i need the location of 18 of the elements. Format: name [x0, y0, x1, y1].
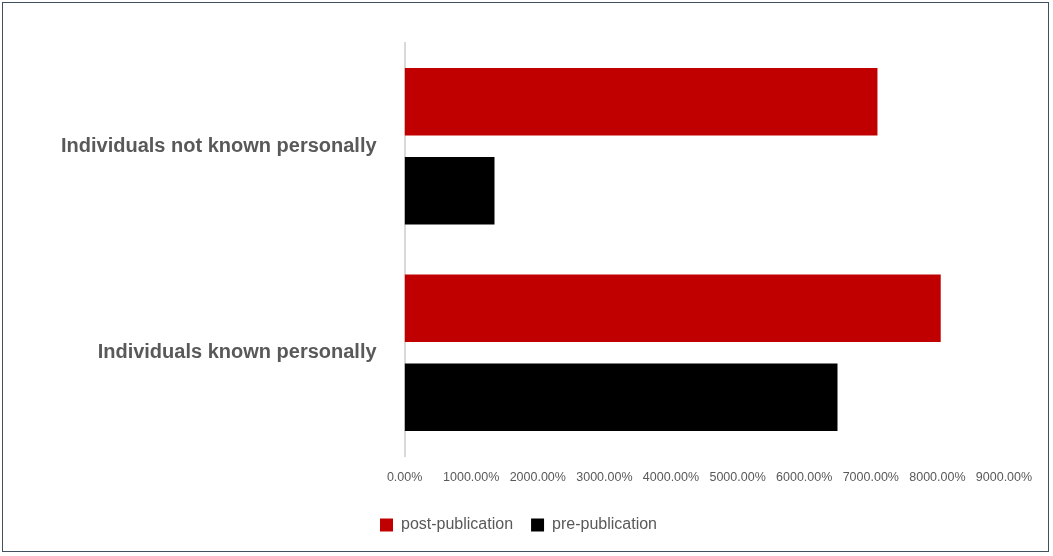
legend-label: post-publication [400, 515, 514, 533]
x-tick-label: 5000.00% [709, 469, 766, 484]
x-tick-label: 0.00% [386, 469, 423, 484]
bar [404, 363, 838, 431]
x-tick-label: 9000.00% [975, 469, 1033, 484]
x-tick-label: 8000.00% [909, 469, 966, 484]
legend-label: pre-publication [552, 515, 658, 533]
y-tick-label: Individuals known personally [97, 340, 378, 363]
x-tick-label: 1000.00% [443, 469, 500, 484]
x-tick-label: 7000.00% [842, 469, 899, 484]
x-tick-label: 3000.00% [576, 469, 633, 484]
x-tick-label: 4000.00% [642, 469, 700, 484]
x-tick-label: 2000.00% [509, 469, 566, 484]
y-tick-label: Individuals not known personally [60, 133, 378, 156]
bar [404, 274, 941, 343]
x-tick-label: 6000.00% [776, 469, 833, 484]
bar [404, 68, 878, 136]
bar [404, 156, 495, 225]
